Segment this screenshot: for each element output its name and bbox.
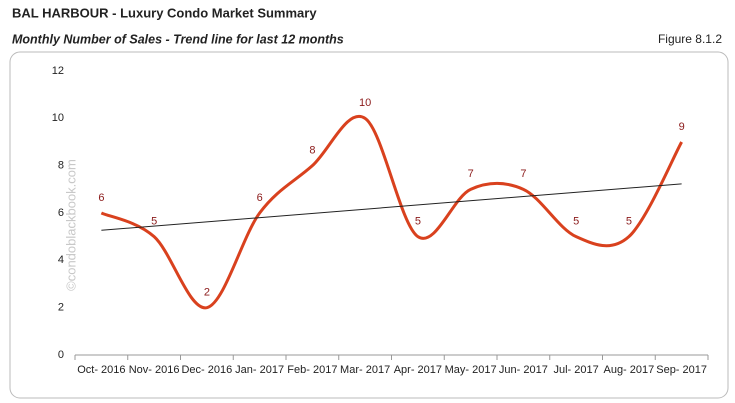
- data-label: 6: [257, 192, 263, 204]
- data-label: 7: [520, 168, 526, 180]
- data-label: 5: [573, 216, 579, 228]
- y-tick-label: 6: [58, 207, 64, 219]
- x-tick-label: Nov- 2016: [129, 364, 180, 376]
- x-tick-label: Jul- 2017: [553, 364, 598, 376]
- data-label: 6: [98, 192, 104, 204]
- data-label: 5: [415, 216, 421, 228]
- chart-subtitle: Monthly Number of Sales - Trend line for…: [12, 32, 344, 46]
- data-label: 8: [309, 145, 315, 157]
- data-label: 10: [359, 97, 371, 109]
- x-tick-label: Feb- 2017: [287, 364, 337, 376]
- x-tick-label: Mar- 2017: [340, 364, 390, 376]
- x-tick-label: Dec- 2016: [181, 364, 232, 376]
- x-tick-label: Oct- 2016: [77, 364, 125, 376]
- watermark: ©condoblackbook.com: [63, 159, 78, 291]
- y-tick-label: 10: [52, 112, 64, 124]
- trend-line: [101, 183, 682, 231]
- x-tick-label: Aug- 2017: [603, 364, 654, 376]
- y-tick-label: 0: [58, 349, 64, 361]
- x-tick-label: May- 2017: [445, 364, 497, 376]
- x-tick-label: Sep- 2017: [656, 364, 707, 376]
- y-tick-label: 12: [52, 65, 64, 77]
- figure-label: Figure 8.1.2: [658, 32, 722, 46]
- chart-frame: [9, 51, 729, 399]
- y-tick-label: 4: [58, 254, 64, 266]
- data-label: 5: [151, 216, 157, 228]
- y-tick-label: 2: [58, 302, 64, 314]
- data-label: 2: [204, 287, 210, 299]
- x-tick-label: Jan- 2017: [235, 364, 284, 376]
- data-label: 9: [679, 121, 685, 133]
- y-tick-label: 8: [58, 160, 64, 172]
- data-label: 5: [626, 216, 632, 228]
- data-label: 7: [468, 168, 474, 180]
- chart-title: BAL HARBOUR - Luxury Condo Market Summar…: [12, 5, 317, 20]
- x-tick-label: Apr- 2017: [394, 364, 442, 376]
- x-tick-label: Jun- 2017: [499, 364, 548, 376]
- line-series: [100, 114, 683, 310]
